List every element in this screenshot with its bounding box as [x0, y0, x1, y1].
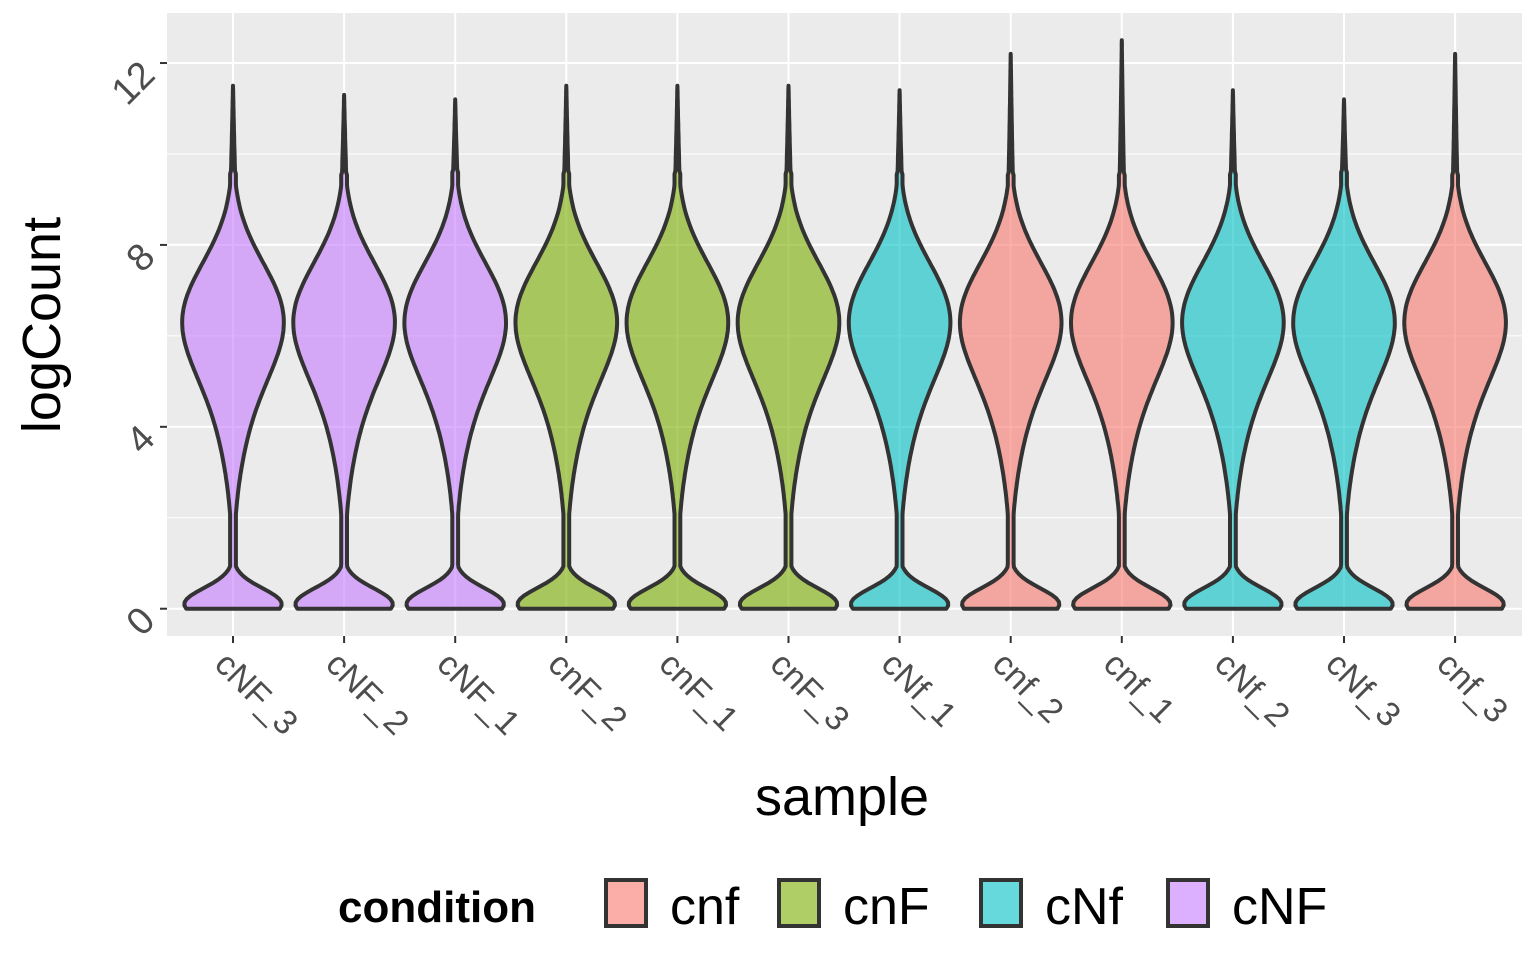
y-tick-label: 0: [119, 599, 164, 644]
x-tick-label: cNF_1: [430, 645, 528, 743]
y-tick-label: 4: [119, 417, 164, 462]
legend-label: cNF: [1232, 878, 1327, 936]
violin-cNf_3: [1291, 97, 1397, 611]
violin-cnF_3: [735, 83, 842, 611]
legend-label: cnF: [843, 878, 930, 936]
legend-key: [777, 878, 821, 928]
legend-item-cNF: cNF: [1166, 878, 1327, 936]
x-tick-label: cNF_2: [318, 645, 416, 743]
violin-cNf_2: [1180, 88, 1286, 611]
legend-item-cnf: cnf: [604, 878, 740, 936]
x-axis-title: sample: [755, 767, 929, 827]
legend-label: cnf: [670, 878, 740, 936]
y-axis: 0 4 8 12: [104, 54, 167, 644]
legend-key: [1166, 878, 1210, 928]
violin-cnf_1: [1069, 38, 1175, 611]
x-tick-label: cNf_2: [1207, 645, 1297, 735]
legend-label: cNf: [1045, 878, 1124, 936]
y-tick-label: 12: [104, 54, 164, 114]
violin-cNF_2: [291, 92, 397, 611]
x-tick-label: cnf_3: [1429, 645, 1515, 731]
violin-cNF_3: [180, 83, 286, 611]
violin-cnF_2: [513, 83, 620, 611]
legend-item-cnF: cnF: [777, 878, 930, 936]
x-tick-label: cnf_2: [985, 645, 1071, 731]
legend-title: condition: [338, 883, 536, 932]
violin-cnf_3: [1402, 51, 1508, 611]
x-tick-label: cnF_1: [652, 645, 746, 739]
x-tick-label: cnF_2: [541, 645, 635, 739]
violin-cnf_2: [957, 51, 1064, 611]
violins: [180, 38, 1508, 611]
x-tick-label: cNf_3: [1318, 645, 1408, 735]
legend: condition cnf cnF cNf cNF: [338, 878, 1327, 936]
x-tick-label: cNf_1: [874, 645, 964, 735]
x-axis: cNF_3 cNF_2 cNF_1 cnF_2 cnF_1 cnF_3 cNf_1 cnf_2…: [207, 636, 1515, 742]
violin-cNF_1: [402, 97, 508, 611]
y-tick-label: 8: [119, 236, 164, 281]
legend-key: [979, 878, 1023, 928]
x-tick-label: cnF_3: [763, 645, 857, 739]
x-tick-label: cNF_3: [207, 645, 305, 743]
violin-cnF_1: [624, 83, 731, 611]
x-tick-label: cnf_1: [1096, 645, 1182, 731]
violin-cNf_1: [846, 88, 953, 611]
legend-key: [604, 878, 648, 928]
y-axis-title: logCount: [12, 217, 72, 433]
legend-item-cNf: cNf: [979, 878, 1124, 936]
